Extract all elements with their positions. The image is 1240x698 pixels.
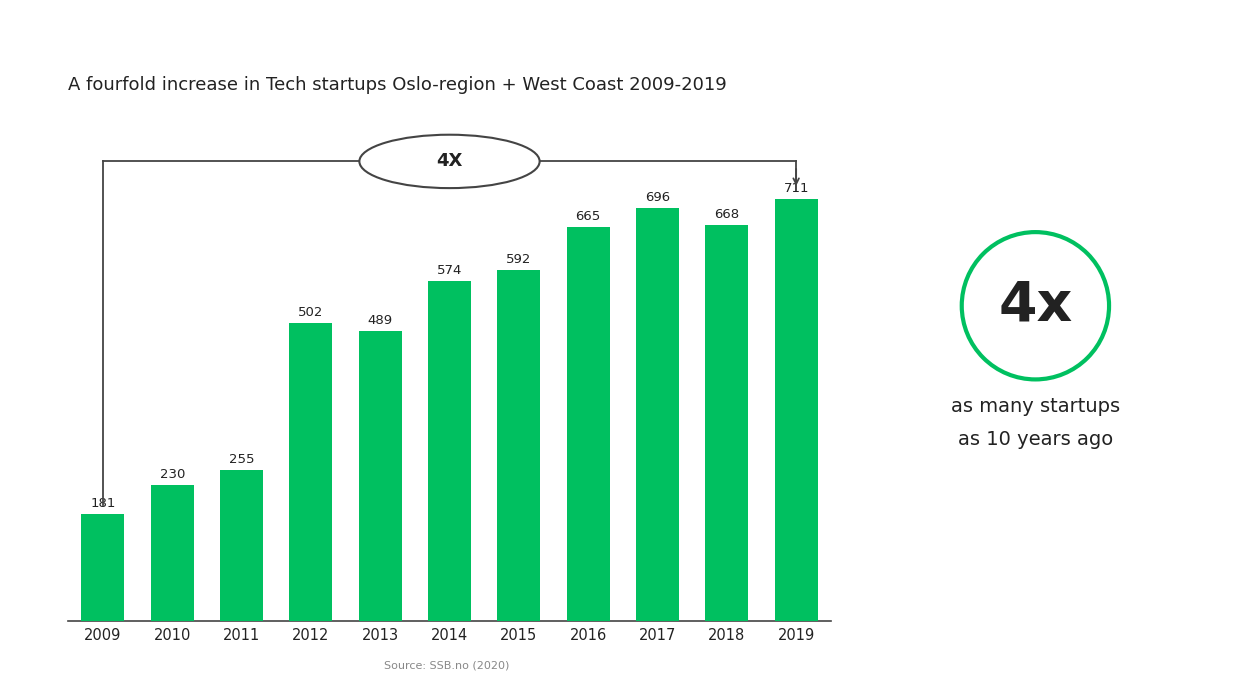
Text: 255: 255 — [228, 453, 254, 466]
Bar — [706, 225, 748, 621]
Text: 4X: 4X — [436, 152, 463, 170]
Bar — [775, 200, 817, 621]
Bar — [82, 514, 124, 621]
Text: 696: 696 — [645, 191, 670, 204]
Bar — [151, 484, 193, 621]
Text: A fourfold increase in Tech startups Oslo-region + West Coast 2009-2019: A fourfold increase in Tech startups Osl… — [68, 76, 727, 94]
Bar — [428, 281, 471, 621]
Text: 230: 230 — [160, 468, 185, 481]
Bar — [289, 323, 332, 621]
Text: as many startups: as many startups — [951, 396, 1120, 416]
Text: 665: 665 — [575, 209, 600, 223]
Text: Source: SSB.no (2020): Source: SSB.no (2020) — [383, 660, 510, 670]
Text: 668: 668 — [714, 208, 739, 221]
Text: 711: 711 — [784, 182, 808, 195]
Bar — [219, 470, 263, 621]
Ellipse shape — [360, 135, 539, 188]
Text: 592: 592 — [506, 253, 532, 266]
Text: as 10 years ago: as 10 years ago — [957, 430, 1114, 450]
Bar — [497, 270, 541, 621]
Bar — [567, 227, 610, 621]
Text: 574: 574 — [436, 264, 463, 276]
Text: 489: 489 — [367, 314, 393, 327]
Bar — [358, 331, 402, 621]
Bar — [636, 208, 680, 621]
Text: 502: 502 — [298, 306, 324, 319]
Text: 181: 181 — [91, 497, 115, 510]
Text: 4x: 4x — [998, 279, 1073, 333]
